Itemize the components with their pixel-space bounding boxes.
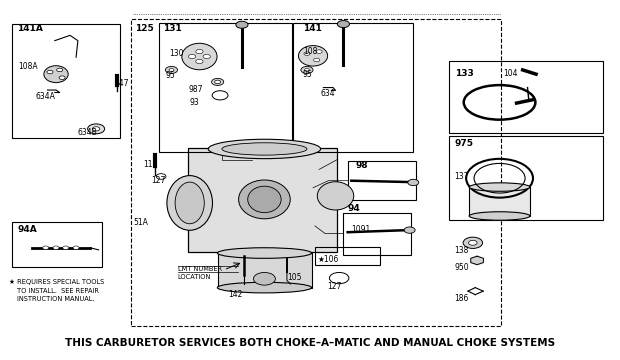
Text: 105: 105 <box>287 274 301 283</box>
Text: eReplacementParts.com: eReplacementParts.com <box>203 176 313 185</box>
Circle shape <box>47 70 53 74</box>
Text: ★ REQUIRES SPECIAL TOOLS: ★ REQUIRES SPECIAL TOOLS <box>9 279 105 285</box>
Text: 147: 147 <box>114 80 129 89</box>
Bar <box>131 19 502 327</box>
Text: 127: 127 <box>151 176 165 185</box>
Text: 95: 95 <box>166 71 175 80</box>
Circle shape <box>236 21 248 28</box>
Ellipse shape <box>167 176 213 230</box>
Text: 94: 94 <box>348 204 360 213</box>
Circle shape <box>196 49 203 54</box>
Circle shape <box>463 237 482 248</box>
Text: 104: 104 <box>503 69 518 78</box>
Ellipse shape <box>218 248 311 258</box>
Text: 94A: 94A <box>17 225 37 234</box>
Circle shape <box>337 21 350 28</box>
Bar <box>293 23 414 153</box>
Circle shape <box>314 58 320 62</box>
Circle shape <box>304 52 310 55</box>
Circle shape <box>166 66 177 73</box>
Bar <box>448 61 603 134</box>
Bar <box>188 148 337 252</box>
Ellipse shape <box>182 43 217 70</box>
Bar <box>448 136 603 220</box>
Bar <box>469 187 530 216</box>
Text: THIS CARBURETOR SERVICES BOTH CHOKE–A–MATIC AND MANUAL CHOKE SYSTEMS: THIS CARBURETOR SERVICES BOTH CHOKE–A–MA… <box>65 338 555 348</box>
Text: 98: 98 <box>355 161 368 170</box>
Text: 1091: 1091 <box>352 225 371 234</box>
Ellipse shape <box>317 182 354 210</box>
Text: 93: 93 <box>190 98 200 107</box>
Circle shape <box>73 246 79 249</box>
Text: 141: 141 <box>303 24 322 33</box>
Text: 987: 987 <box>188 85 203 94</box>
Polygon shape <box>471 256 484 265</box>
Text: INSTRUCTION MANUAL.: INSTRUCTION MANUAL. <box>17 296 95 302</box>
Circle shape <box>59 76 65 80</box>
Circle shape <box>188 54 196 59</box>
Circle shape <box>408 179 419 186</box>
Ellipse shape <box>44 66 68 83</box>
Text: 130: 130 <box>169 49 184 58</box>
Ellipse shape <box>239 180 290 219</box>
Text: 51A: 51A <box>134 218 149 227</box>
Text: 125: 125 <box>135 24 154 33</box>
Bar <box>315 247 381 265</box>
Circle shape <box>404 227 415 233</box>
Text: LMT NUMBER
LOCATION: LMT NUMBER LOCATION <box>177 266 222 280</box>
Ellipse shape <box>222 143 307 155</box>
Text: 127: 127 <box>327 282 342 291</box>
Bar <box>12 222 102 267</box>
Bar <box>348 161 416 201</box>
Ellipse shape <box>208 139 321 159</box>
Circle shape <box>63 246 69 249</box>
Ellipse shape <box>248 186 281 213</box>
Text: 108: 108 <box>303 47 317 56</box>
Circle shape <box>211 78 224 85</box>
Circle shape <box>92 127 100 131</box>
Text: 95: 95 <box>303 70 312 79</box>
Text: 137: 137 <box>454 172 469 181</box>
Circle shape <box>196 59 203 64</box>
Text: ★106: ★106 <box>317 255 339 264</box>
Text: 108A: 108A <box>19 62 38 71</box>
Circle shape <box>53 246 59 249</box>
Ellipse shape <box>218 282 311 293</box>
Text: 141A: 141A <box>17 24 43 33</box>
Circle shape <box>215 80 221 84</box>
Text: 142: 142 <box>228 290 242 299</box>
Ellipse shape <box>175 182 204 224</box>
Text: 186: 186 <box>454 294 469 303</box>
Text: TO INSTALL.  SEE REPAIR: TO INSTALL. SEE REPAIR <box>17 288 99 294</box>
Ellipse shape <box>469 212 530 220</box>
Bar <box>343 213 412 255</box>
Circle shape <box>169 68 174 71</box>
Circle shape <box>56 68 63 72</box>
Circle shape <box>87 124 105 134</box>
Text: 131: 131 <box>163 24 182 33</box>
Bar <box>218 253 312 288</box>
Text: 133: 133 <box>454 69 473 78</box>
Circle shape <box>301 66 313 73</box>
Text: 138: 138 <box>454 246 469 255</box>
Text: 975: 975 <box>454 139 474 148</box>
Text: 634A: 634A <box>35 92 55 101</box>
Ellipse shape <box>469 183 530 191</box>
Ellipse shape <box>298 46 327 66</box>
Circle shape <box>254 273 275 285</box>
Circle shape <box>316 50 322 53</box>
Text: 950: 950 <box>454 263 469 272</box>
Bar <box>12 24 120 138</box>
Text: 634: 634 <box>321 89 335 98</box>
Circle shape <box>304 68 309 71</box>
Text: 111: 111 <box>143 159 157 168</box>
Bar <box>159 23 292 153</box>
Text: 634B: 634B <box>78 128 97 137</box>
Circle shape <box>43 246 49 249</box>
Circle shape <box>203 54 210 59</box>
Circle shape <box>469 240 477 245</box>
